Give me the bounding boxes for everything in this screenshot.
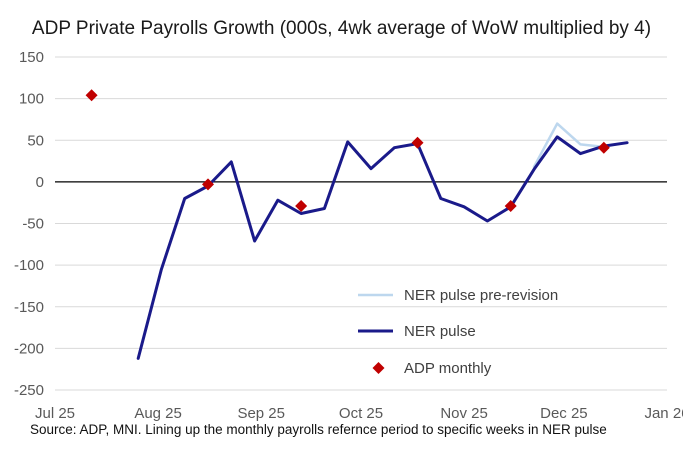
- y-tick-label: 150: [19, 49, 44, 66]
- x-tick-label: Jul 25: [35, 405, 75, 422]
- adp-monthly-point: [504, 200, 517, 213]
- series-markers: [85, 89, 610, 213]
- legend-swatch-adp-monthly: [372, 362, 385, 374]
- ner-pulse-pre-revision-line: [532, 122, 606, 169]
- source-note: Source: ADP, MNI. Lining up the monthly …: [30, 422, 607, 437]
- ner-pulse-line: [136, 135, 629, 360]
- adp-monthly-point: [411, 136, 424, 149]
- y-axis-ticks: 150 100 50 0 -50 -100 -150 -200 -250: [14, 49, 44, 399]
- y-tick-label: 100: [19, 91, 44, 108]
- x-tick-label: Oct 25: [339, 405, 383, 422]
- chart-title: ADP Private Payrolls Growth (000s, 4wk a…: [31, 18, 652, 39]
- legend: NER pulse pre-revision NER pulse ADP month…: [358, 287, 558, 377]
- y-tick-label: 50: [27, 132, 44, 149]
- grid-lines: [55, 56, 667, 391]
- x-tick-label: Nov 25: [440, 405, 488, 422]
- adp-monthly-point: [597, 141, 610, 154]
- y-tick-label: -150: [14, 299, 44, 316]
- adp-monthly-point: [85, 89, 98, 102]
- x-axis-ticks: Jul 25 Aug 25 Sep 25 Oct 25 Nov 25 Dec 25 Jan …: [35, 405, 683, 422]
- x-tick-label: Dec 25: [540, 405, 588, 422]
- legend-label: NER pulse pre-revision: [404, 287, 558, 304]
- adp-monthly-point: [202, 178, 214, 191]
- legend-label: ADP monthly: [404, 360, 492, 377]
- x-tick-label: Jan 26: [644, 405, 683, 422]
- series-lines: [136, 122, 629, 360]
- y-tick-label: -100: [14, 257, 44, 274]
- adp-monthly-point: [295, 200, 308, 213]
- y-tick-label: 0: [36, 174, 44, 191]
- y-tick-label: -50: [22, 216, 44, 233]
- x-tick-label: Aug 25: [134, 405, 182, 422]
- y-tick-label: -200: [14, 340, 44, 357]
- legend-label: NER pulse: [404, 323, 476, 340]
- x-tick-label: Sep 25: [237, 405, 285, 422]
- y-tick-label: -250: [14, 382, 44, 399]
